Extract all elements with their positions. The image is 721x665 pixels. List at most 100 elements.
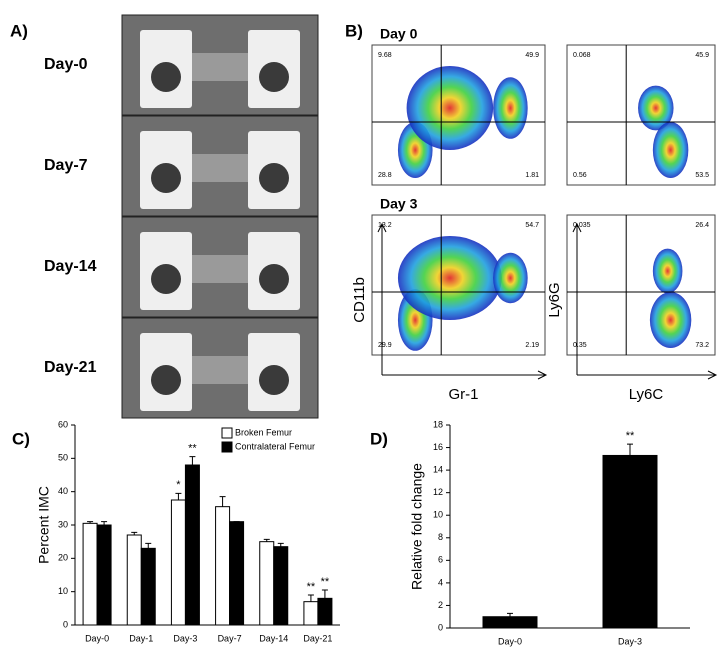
row-label: Day-7 [44,157,88,174]
quadrant-value: 0.35 [573,342,587,349]
error-bar [507,612,513,617]
panel-label: C) [12,429,30,448]
error-bar [219,496,226,507]
bar [602,454,658,629]
y-tick-label: 8 [438,532,443,542]
plot-frame [566,214,716,356]
legend-label: Contralateral Femur [235,441,315,451]
bar [170,499,186,626]
x-tick-label: Day-1 [129,633,153,643]
y-axis-label: CD11b [351,277,368,323]
density [652,248,683,294]
y-axis-label: Relative fold change [409,463,425,590]
significance: ** [626,430,635,442]
y-tick-label: 60 [58,419,68,429]
error-bar [307,594,314,602]
quadrant-value: 54.7 [525,222,539,229]
y-tick-label: 4 [438,577,443,587]
bar [140,547,156,626]
panel-label: D) [370,429,388,448]
x-tick-label: Day-0 [498,636,522,646]
bar [229,521,245,626]
bar [482,616,538,629]
bar [317,597,333,626]
error-bar [627,443,633,456]
quadrant-value: 73.2 [695,342,709,349]
x-tick-label: Day-0 [85,633,109,643]
x-tick-label: Day-3 [173,633,197,643]
significance: ** [321,576,330,588]
quadrant-value: 45.9 [695,52,709,59]
y-tick-label: 10 [433,510,443,520]
error-bar [263,538,270,542]
error-bar [175,492,182,500]
legend-swatch [221,441,233,453]
quadrant-value: 0.068 [573,52,591,59]
y-tick-label: 18 [433,419,443,429]
error-bar [189,456,196,465]
bar [215,506,231,626]
error-bar [277,542,284,547]
hole [151,62,181,92]
y-tick-label: 6 [438,555,443,565]
x-tick-label: Day-14 [259,633,288,643]
quadrant-value: 29.9 [378,342,392,349]
x-tick-label: Day-3 [618,636,642,646]
y-tick-label: 0 [63,619,68,629]
significance: ** [188,443,197,455]
y-axis-label: Percent IMC [36,486,52,564]
panel-label: A) [10,21,28,40]
density [649,292,692,348]
quadrant-value: 26.4 [695,222,709,229]
bar [303,601,319,626]
density [652,122,689,178]
y-tick-label: 10 [58,586,68,596]
density [406,66,494,150]
error-bar [101,521,108,525]
error-bar [321,589,328,599]
y-tick-label: 30 [58,519,68,529]
significance: * [176,479,181,491]
day-label: Day 0 [380,26,418,42]
quadrant-value: 2.19 [525,342,539,349]
panel-label: B) [345,21,363,40]
bar [273,546,289,626]
legend-label: Broken Femur [235,427,292,437]
y-tick-label: 12 [433,487,443,497]
error-bar [145,542,152,549]
error-bar [131,531,138,535]
hole [151,365,181,395]
hole [259,163,289,193]
y-tick-label: 40 [58,486,68,496]
x-axis-label: Ly6C [629,386,664,403]
hole [259,264,289,294]
quadrant-value: 9.68 [378,52,392,59]
bar [259,541,275,626]
y-tick-label: 20 [58,553,68,563]
quadrant-value: 49.9 [525,52,539,59]
x-tick-label: Day-21 [303,633,332,643]
y-tick-label: 50 [58,453,68,463]
y-tick-label: 0 [438,622,443,632]
y-tick-label: 14 [433,464,443,474]
bar [126,534,142,626]
x-axis-label: Gr-1 [449,386,479,403]
hole [151,264,181,294]
y-tick-label: 2 [438,600,443,610]
row-label: Day-14 [44,258,97,275]
quadrant-value: 1.81 [525,172,539,179]
quadrant-value: 13.2 [378,222,392,229]
hole [259,365,289,395]
bar [96,524,112,626]
legend-swatch [221,427,233,439]
x-tick-label: Day-7 [218,633,242,643]
y-axis-label: Ly6G [546,282,563,317]
quadrant-value: 0.035 [573,222,591,229]
significance: ** [307,581,316,593]
error-bar [87,521,94,524]
axis-arrow [572,222,718,380]
hole [259,62,289,92]
density [493,77,528,139]
y-tick-label: 16 [433,442,443,452]
density [638,85,674,131]
